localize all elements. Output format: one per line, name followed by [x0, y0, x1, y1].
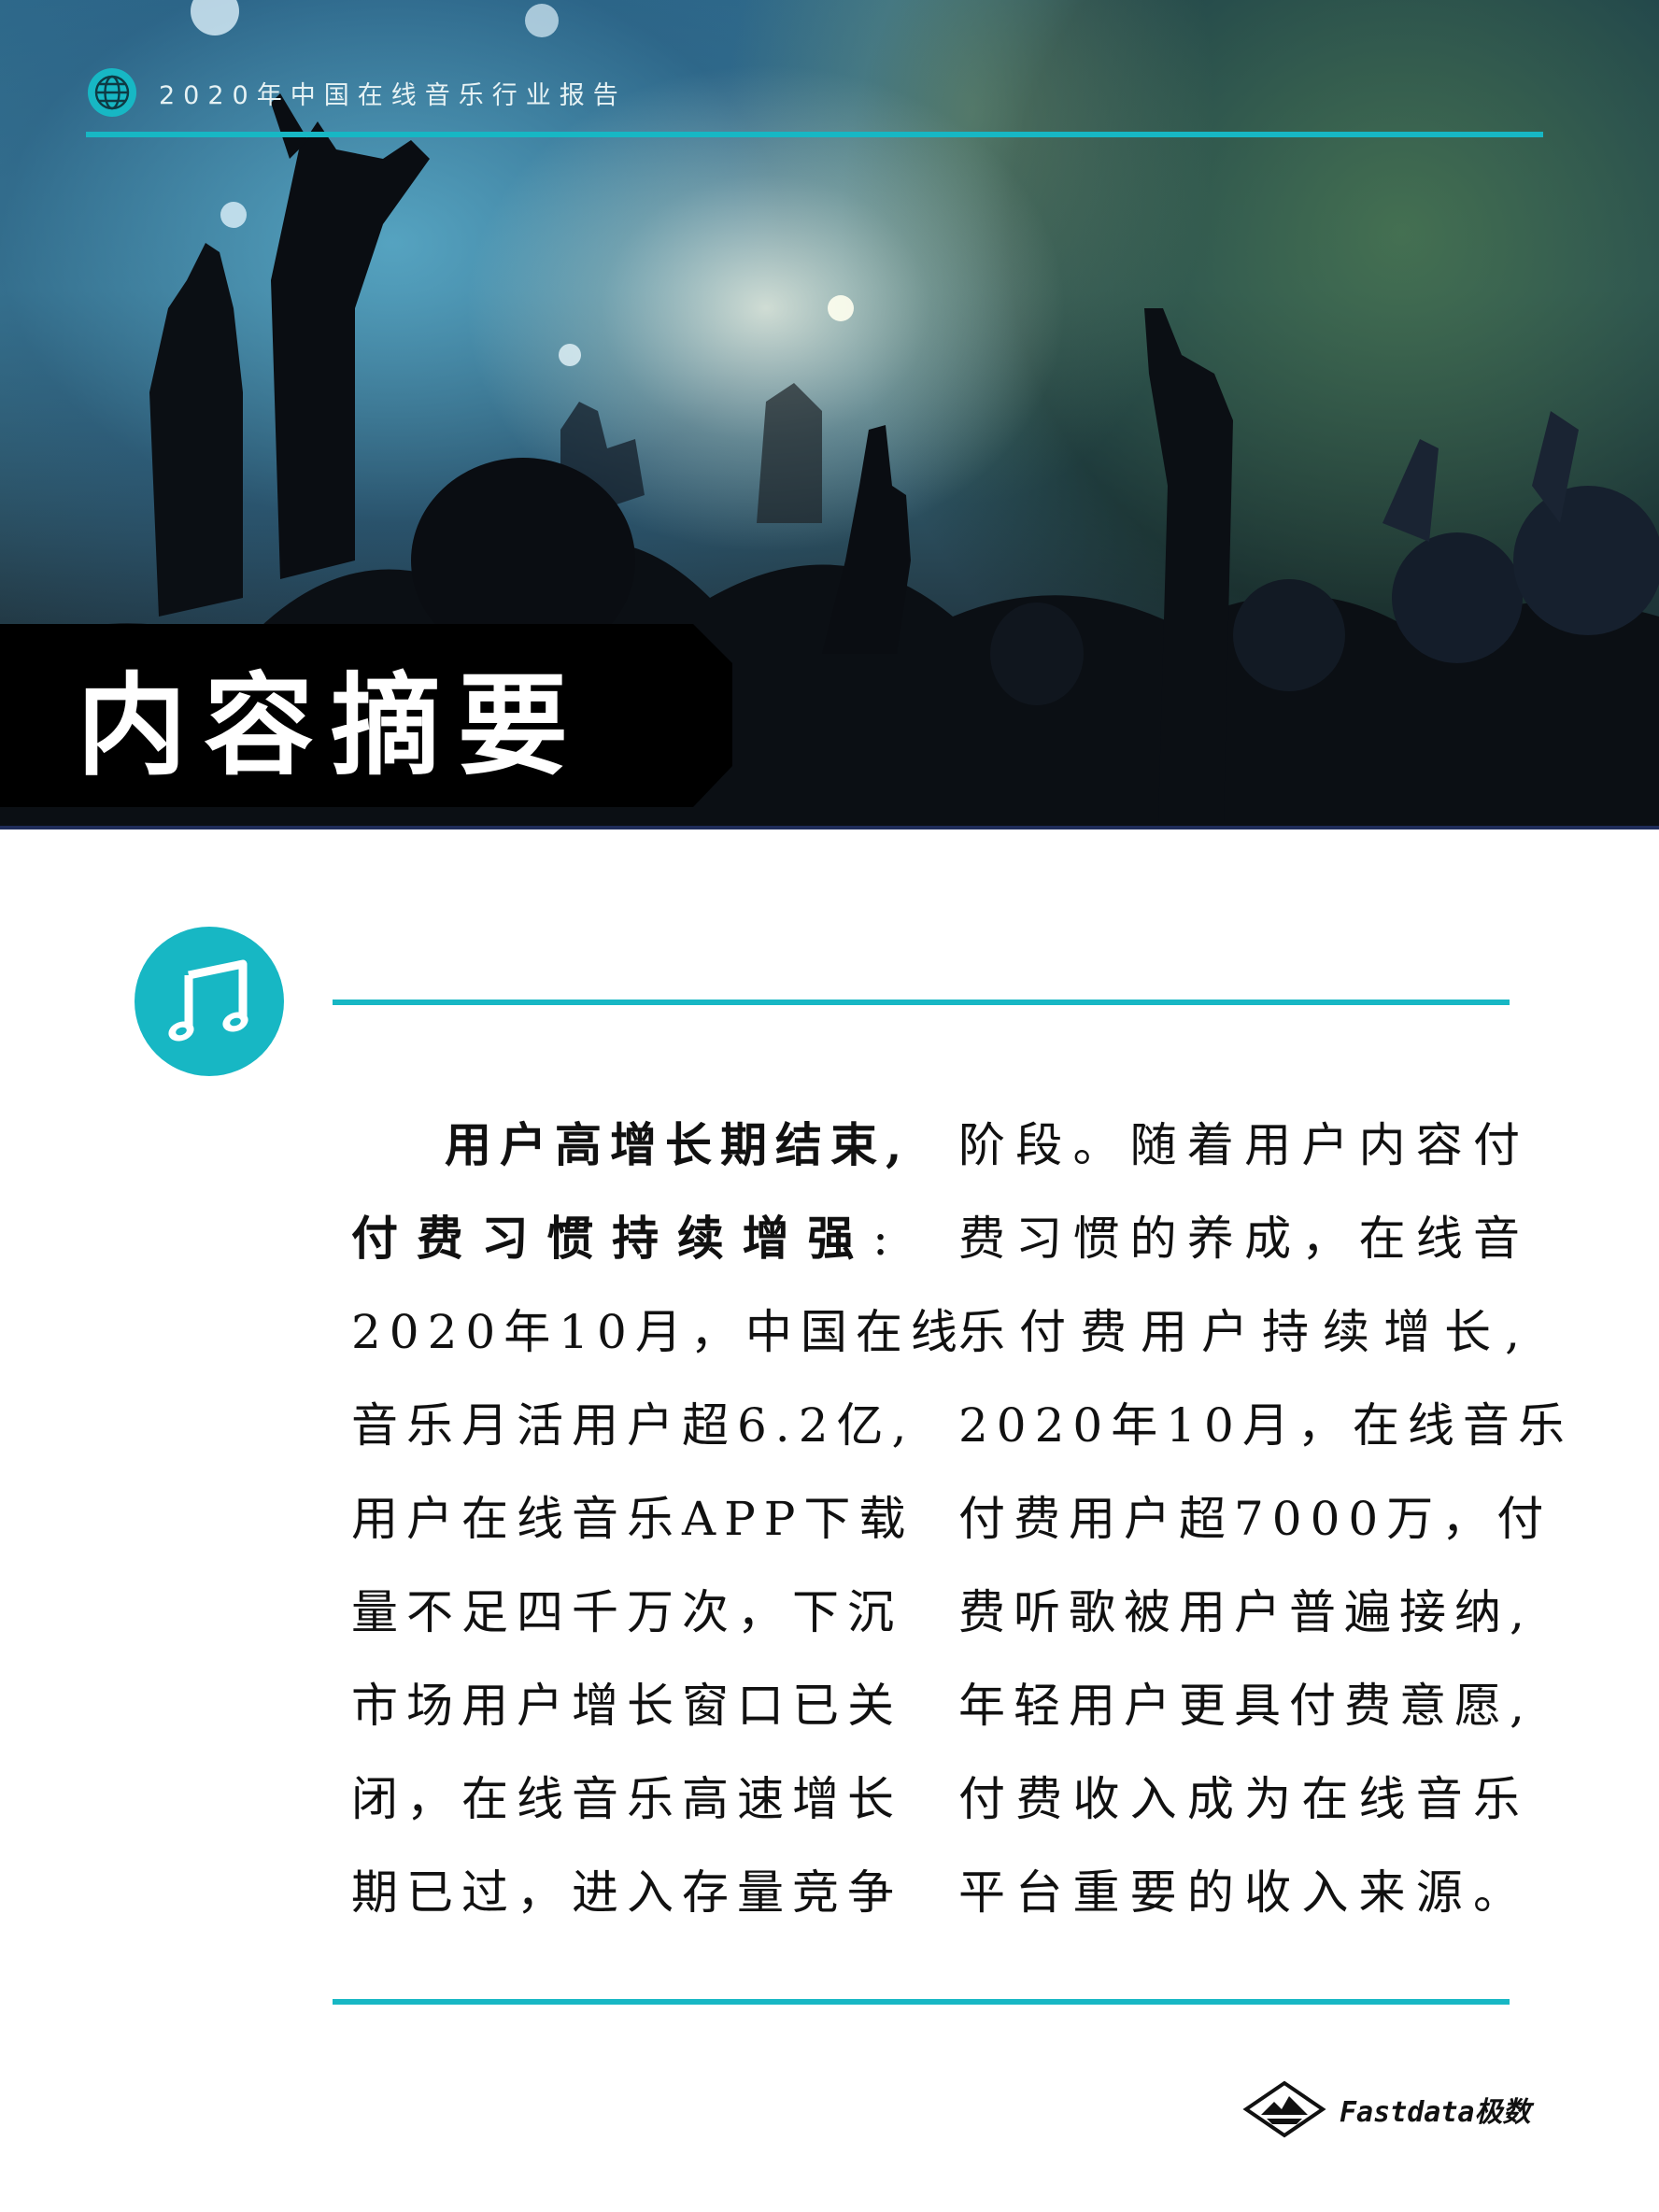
fastdata-logo-icon — [1242, 2080, 1326, 2138]
text-line: 付费习惯持续增强: — [351, 1211, 897, 1266]
text-line: 用户高增长期结束, — [445, 1117, 911, 1172]
brand-logo: Fastdata极数 — [1242, 2079, 1531, 2139]
text-line: 2020年10月，在线音乐 — [958, 1398, 1573, 1453]
summary-right-column: 阶段。随着用户内容付 费习惯的养成，在线音 乐付费用户持续增长, 2020年10… — [958, 1099, 1573, 1939]
section-bottom-divider — [333, 1999, 1510, 2005]
text-line: 音乐月活用户超6.2亿, — [351, 1398, 915, 1453]
text-line: 市场用户增长窗口已关 — [351, 1679, 902, 1733]
brand-name: Fastdata极数 — [1340, 2096, 1531, 2129]
report-title: 2020年中国在线音乐行业报告 — [159, 80, 627, 110]
section-label-text: 内容摘要 — [77, 660, 586, 790]
report-header: 2020年中国在线音乐行业报告 — [86, 60, 627, 125]
text-line: 2020年10月，中国在线 — [351, 1305, 966, 1359]
text-line: 付费收入成为在线音乐 — [958, 1772, 1528, 1826]
hero-image: 2020年中国在线音乐行业报告 内容摘要 — [0, 0, 1659, 830]
section-top-divider — [333, 1000, 1510, 1005]
summary-left-column: 用户高增长期结束, 付费习惯持续增强: 2020年10月，中国在线 音乐月活用户… — [351, 1099, 966, 1939]
header-divider — [86, 132, 1543, 137]
text-line: 费习惯的养成，在线音 — [958, 1212, 1528, 1266]
globe-icon — [88, 68, 136, 117]
text-line: 量不足四千万次，下沉 — [351, 1585, 902, 1639]
text-line: 年轻用户更具付费意愿, — [958, 1679, 1533, 1733]
section-label: 内容摘要 — [0, 624, 732, 807]
text-line: 期已过，进入存量竞争 — [351, 1865, 902, 1920]
text-line: 付费用户超7000万，付 — [958, 1492, 1553, 1546]
text-line: 平台重要的收入来源。 — [958, 1865, 1528, 1920]
text-line: 乐付费用户持续增长, — [958, 1305, 1528, 1359]
text-line: 阶段。随着用户内容付 — [958, 1118, 1528, 1172]
text-line: 用户在线音乐APP下载 — [351, 1492, 915, 1546]
text-line: 费听歌被用户普遍接纳, — [958, 1585, 1533, 1639]
music-note-icon — [135, 927, 284, 1076]
hero-bottom-border — [0, 826, 1659, 830]
text-line: 闭，在线音乐高速增长 — [351, 1772, 902, 1826]
